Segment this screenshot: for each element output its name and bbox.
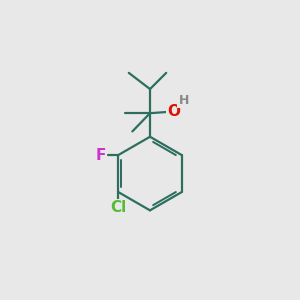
Text: Cl: Cl xyxy=(110,200,126,215)
Text: O: O xyxy=(168,104,181,119)
Text: H: H xyxy=(178,94,189,107)
Text: F: F xyxy=(96,148,106,163)
